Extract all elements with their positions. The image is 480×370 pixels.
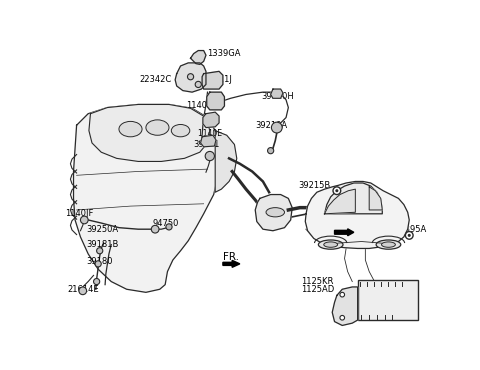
Circle shape (95, 261, 101, 267)
Text: 39250A: 39250A (86, 225, 118, 234)
Polygon shape (255, 195, 292, 231)
Circle shape (205, 151, 215, 161)
Polygon shape (271, 89, 283, 98)
Polygon shape (324, 189, 355, 214)
Ellipse shape (324, 242, 337, 247)
Text: 1140E: 1140E (198, 129, 224, 138)
Polygon shape (324, 183, 382, 214)
Circle shape (94, 279, 100, 285)
Text: 1125KR: 1125KR (301, 277, 334, 286)
Polygon shape (369, 187, 382, 210)
Ellipse shape (266, 208, 285, 217)
Polygon shape (175, 63, 206, 92)
Text: 1140JF: 1140JF (65, 209, 94, 218)
Circle shape (166, 224, 172, 230)
Ellipse shape (376, 240, 401, 249)
Text: 13395A: 13395A (394, 225, 426, 234)
Circle shape (267, 148, 274, 154)
Polygon shape (73, 104, 219, 292)
FancyArrow shape (223, 260, 240, 267)
Text: 39180: 39180 (86, 257, 112, 266)
Polygon shape (89, 104, 210, 161)
Circle shape (340, 316, 345, 320)
Text: 39211J: 39211J (204, 75, 232, 84)
Text: 1125AD: 1125AD (301, 285, 335, 294)
Circle shape (79, 287, 86, 295)
Ellipse shape (382, 242, 396, 247)
Polygon shape (332, 287, 358, 326)
Text: 1140EJ: 1140EJ (186, 101, 215, 111)
Text: 22342C: 22342C (140, 75, 172, 84)
Polygon shape (201, 135, 216, 147)
Text: 39211: 39211 (193, 140, 220, 149)
Circle shape (188, 74, 193, 80)
FancyArrow shape (335, 229, 354, 236)
Circle shape (408, 234, 411, 237)
Text: FR.: FR. (223, 252, 239, 262)
Text: 39181B: 39181B (86, 240, 118, 249)
Polygon shape (202, 71, 223, 89)
Ellipse shape (146, 120, 169, 135)
Circle shape (336, 189, 338, 192)
Text: 39210H: 39210H (262, 92, 294, 101)
Circle shape (340, 292, 345, 297)
Ellipse shape (119, 121, 142, 137)
Polygon shape (207, 92, 225, 110)
Circle shape (406, 232, 413, 239)
Ellipse shape (171, 124, 190, 137)
Ellipse shape (318, 240, 343, 249)
Circle shape (271, 122, 282, 133)
Circle shape (195, 81, 201, 88)
Text: 39215B: 39215B (299, 181, 331, 190)
Text: 1339GA: 1339GA (207, 49, 241, 58)
Text: 39210A: 39210A (255, 121, 288, 130)
Polygon shape (305, 181, 409, 248)
Polygon shape (191, 51, 206, 64)
Circle shape (81, 216, 88, 224)
Text: 39110: 39110 (355, 232, 382, 241)
Text: 21614E: 21614E (67, 285, 99, 294)
Polygon shape (203, 112, 219, 128)
Text: 39150: 39150 (392, 296, 419, 305)
Circle shape (151, 225, 159, 233)
Circle shape (96, 248, 103, 254)
FancyBboxPatch shape (358, 280, 418, 320)
Text: 94750: 94750 (152, 219, 179, 228)
Circle shape (333, 187, 341, 195)
Polygon shape (215, 131, 237, 192)
